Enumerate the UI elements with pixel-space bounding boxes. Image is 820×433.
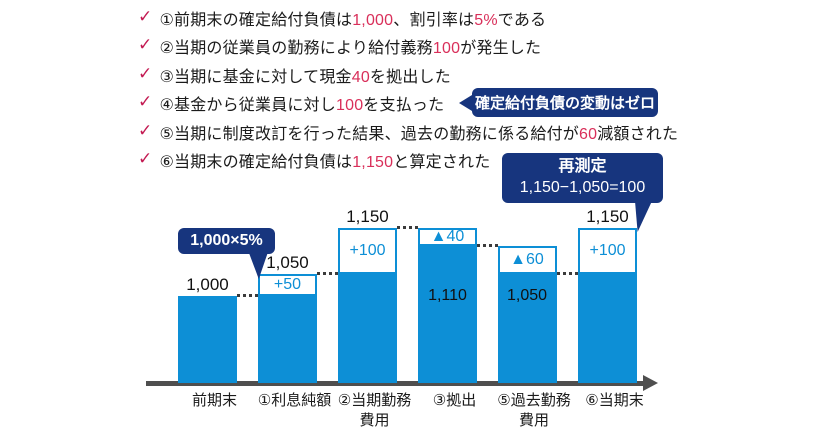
bar-segment-delta-box: ▲60 [497,246,557,274]
check-icon: ✓ [138,148,153,168]
checklist-item: ✓ ④基金から従業員に対し100を支払った [138,91,678,119]
checklist-item: ✓ ⑤当期に制度改訂を行った結果、過去の勤務に係る給付が60減額された [138,120,678,148]
remeasurement-formula: 1,150−1,050=100 [519,179,646,196]
bar-inner-value-label: 1,050 [506,287,548,304]
checklist-text: ①前期末の確定給付負債は1,000、割引率は5%である [159,12,547,29]
axis-category-label: ①利息純額 [257,392,332,409]
bar-value-label: 1,150 [586,207,629,226]
checklist-text: ②当期の従業員の勤務により給付義務100が発生した [159,40,542,58]
checklist-item: ✓ ⑥当期末の確定給付負債は1,150と算定された [138,148,678,176]
bar-segment-delta-box: +50 [258,273,317,296]
zero-change-callout: 確定給付負債の変動はゼロ [459,88,658,117]
checklist-text: ⑥当期末の確定給付負債は1,150と算定された [159,153,491,171]
checklist-item: ✓ ②当期の従業員の勤務により給付義務100が発生した [138,34,678,62]
highlighted-number: 40 [351,68,370,86]
dotted-connector [397,226,418,229]
highlighted-number: 100 [336,97,364,115]
dotted-connector [317,271,338,275]
interest-formula-label: 1,000×5% [190,232,263,249]
bar-segment-delta-box: +100 [338,228,397,274]
interest-formula-callout: 1,000×5% [178,228,275,279]
checklist: ✓ ①前期末の確定給付負債は1,000、割引率は5%である ✓ ②当期の従業員の勤務に… [138,6,678,176]
bar-segment-solid [178,296,237,383]
remeasurement-title: 再測定 [558,158,607,176]
bar-segment-delta-box: ▲40 [418,228,477,246]
highlighted-number: 5% [474,12,498,29]
checklist-text: ④基金から従業員に対し100を支払った [159,97,445,115]
highlighted-number: 1,000 [352,12,394,29]
bar-segment-solid [418,246,477,383]
x-axis-line [146,381,644,386]
axis-category-label: 前期末 [191,392,237,409]
axis-category-label: ③拠出 [432,392,477,409]
remeasurement-callout: 再測定 1,150−1,050=100 [502,153,663,232]
axis-category-label: ⑥当期末 [585,392,644,409]
checklist-item: ✓ ③当期に基金に対して現金40を拠出した [138,63,678,91]
bar-value-label: 1,050 [266,252,309,272]
check-icon: ✓ [138,35,153,55]
bar-segment-delta-box: +100 [578,228,637,274]
highlighted-number: 100 [432,40,461,58]
checklist-item: ✓ ①前期末の確定給付負債は1,000、割引率は5%である [138,6,678,34]
dotted-connector [556,271,578,275]
dotted-connector [477,244,498,247]
bar-value-label: 1,150 [346,207,389,226]
bar-segment-solid [497,273,557,383]
check-icon: ✓ [138,92,153,112]
check-icon: ✓ [138,63,153,83]
check-icon: ✓ [138,120,153,140]
highlighted-number: 60 [579,125,598,143]
callout-arrow-left-icon [459,94,472,111]
bar-segment-solid [338,273,397,383]
dotted-connector [237,294,258,297]
highlighted-number: 1,150 [352,153,394,171]
bar-inner-value-label: 1,110 [428,287,467,304]
bar-value-label: 1,000 [186,275,229,294]
check-icon: ✓ [138,7,153,26]
checklist-text: ③当期に基金に対して現金40を拠出した [159,68,451,86]
axis-category-label: ②当期勤務 費用 [337,392,412,429]
checklist-text: ⑤当期に制度改訂を行った結果、過去の勤務に係る給付が60減額された [159,125,679,143]
x-axis-arrowhead-icon [643,375,658,391]
axis-category-label: ⑤過去勤務 費用 [497,392,571,429]
bar-segment-solid [578,273,637,383]
zero-change-callout-label: 確定給付負債の変動はゼロ [474,95,655,112]
bar-segment-solid [258,296,317,383]
